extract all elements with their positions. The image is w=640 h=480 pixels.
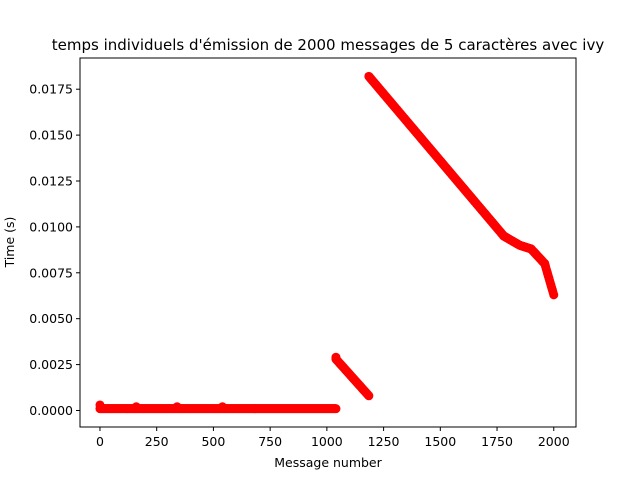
- y-tick-label: 0.0175: [29, 82, 73, 97]
- data-point-outlier: [95, 400, 105, 410]
- chart-title: temps individuels d'émission de 2000 mes…: [52, 36, 605, 54]
- data-point: [549, 290, 559, 300]
- y-tick-label: 0.0150: [29, 128, 73, 143]
- data-points: [95, 71, 559, 414]
- data-point: [331, 404, 341, 414]
- data-point-outlier: [172, 402, 182, 412]
- y-tick-label: 0.0125: [29, 174, 73, 189]
- x-tick-label: 0: [96, 434, 104, 449]
- y-axis-label: Time (s): [2, 217, 17, 269]
- data-point-outlier: [217, 402, 227, 412]
- data-point-outlier: [331, 352, 341, 362]
- y-tick-label: 0.0025: [29, 357, 73, 372]
- y-tick-label: 0.0000: [29, 403, 73, 418]
- x-axis: 0 250 500 750 1000 1250 1500 1750 2000: [96, 427, 570, 449]
- x-tick-label: 250: [145, 434, 169, 449]
- data-point: [364, 391, 374, 401]
- x-tick-label: 1500: [424, 434, 456, 449]
- y-tick-label: 0.0100: [29, 219, 73, 234]
- x-tick-label: 2000: [538, 434, 570, 449]
- x-tick-label: 1000: [311, 434, 343, 449]
- x-axis-label: Message number: [274, 455, 382, 470]
- data-point-outlier: [131, 402, 141, 412]
- y-axis: 0.0000 0.0025 0.0050 0.0075 0.0100 0.0125 0.01…: [29, 82, 80, 418]
- y-tick-label: 0.0075: [29, 265, 73, 280]
- x-tick-label: 1750: [481, 434, 513, 449]
- x-tick-label: 500: [201, 434, 225, 449]
- plot-frame: [79, 57, 577, 428]
- y-tick-label: 0.0050: [29, 311, 73, 326]
- x-tick-label: 1250: [368, 434, 400, 449]
- x-tick-label: 750: [258, 434, 282, 449]
